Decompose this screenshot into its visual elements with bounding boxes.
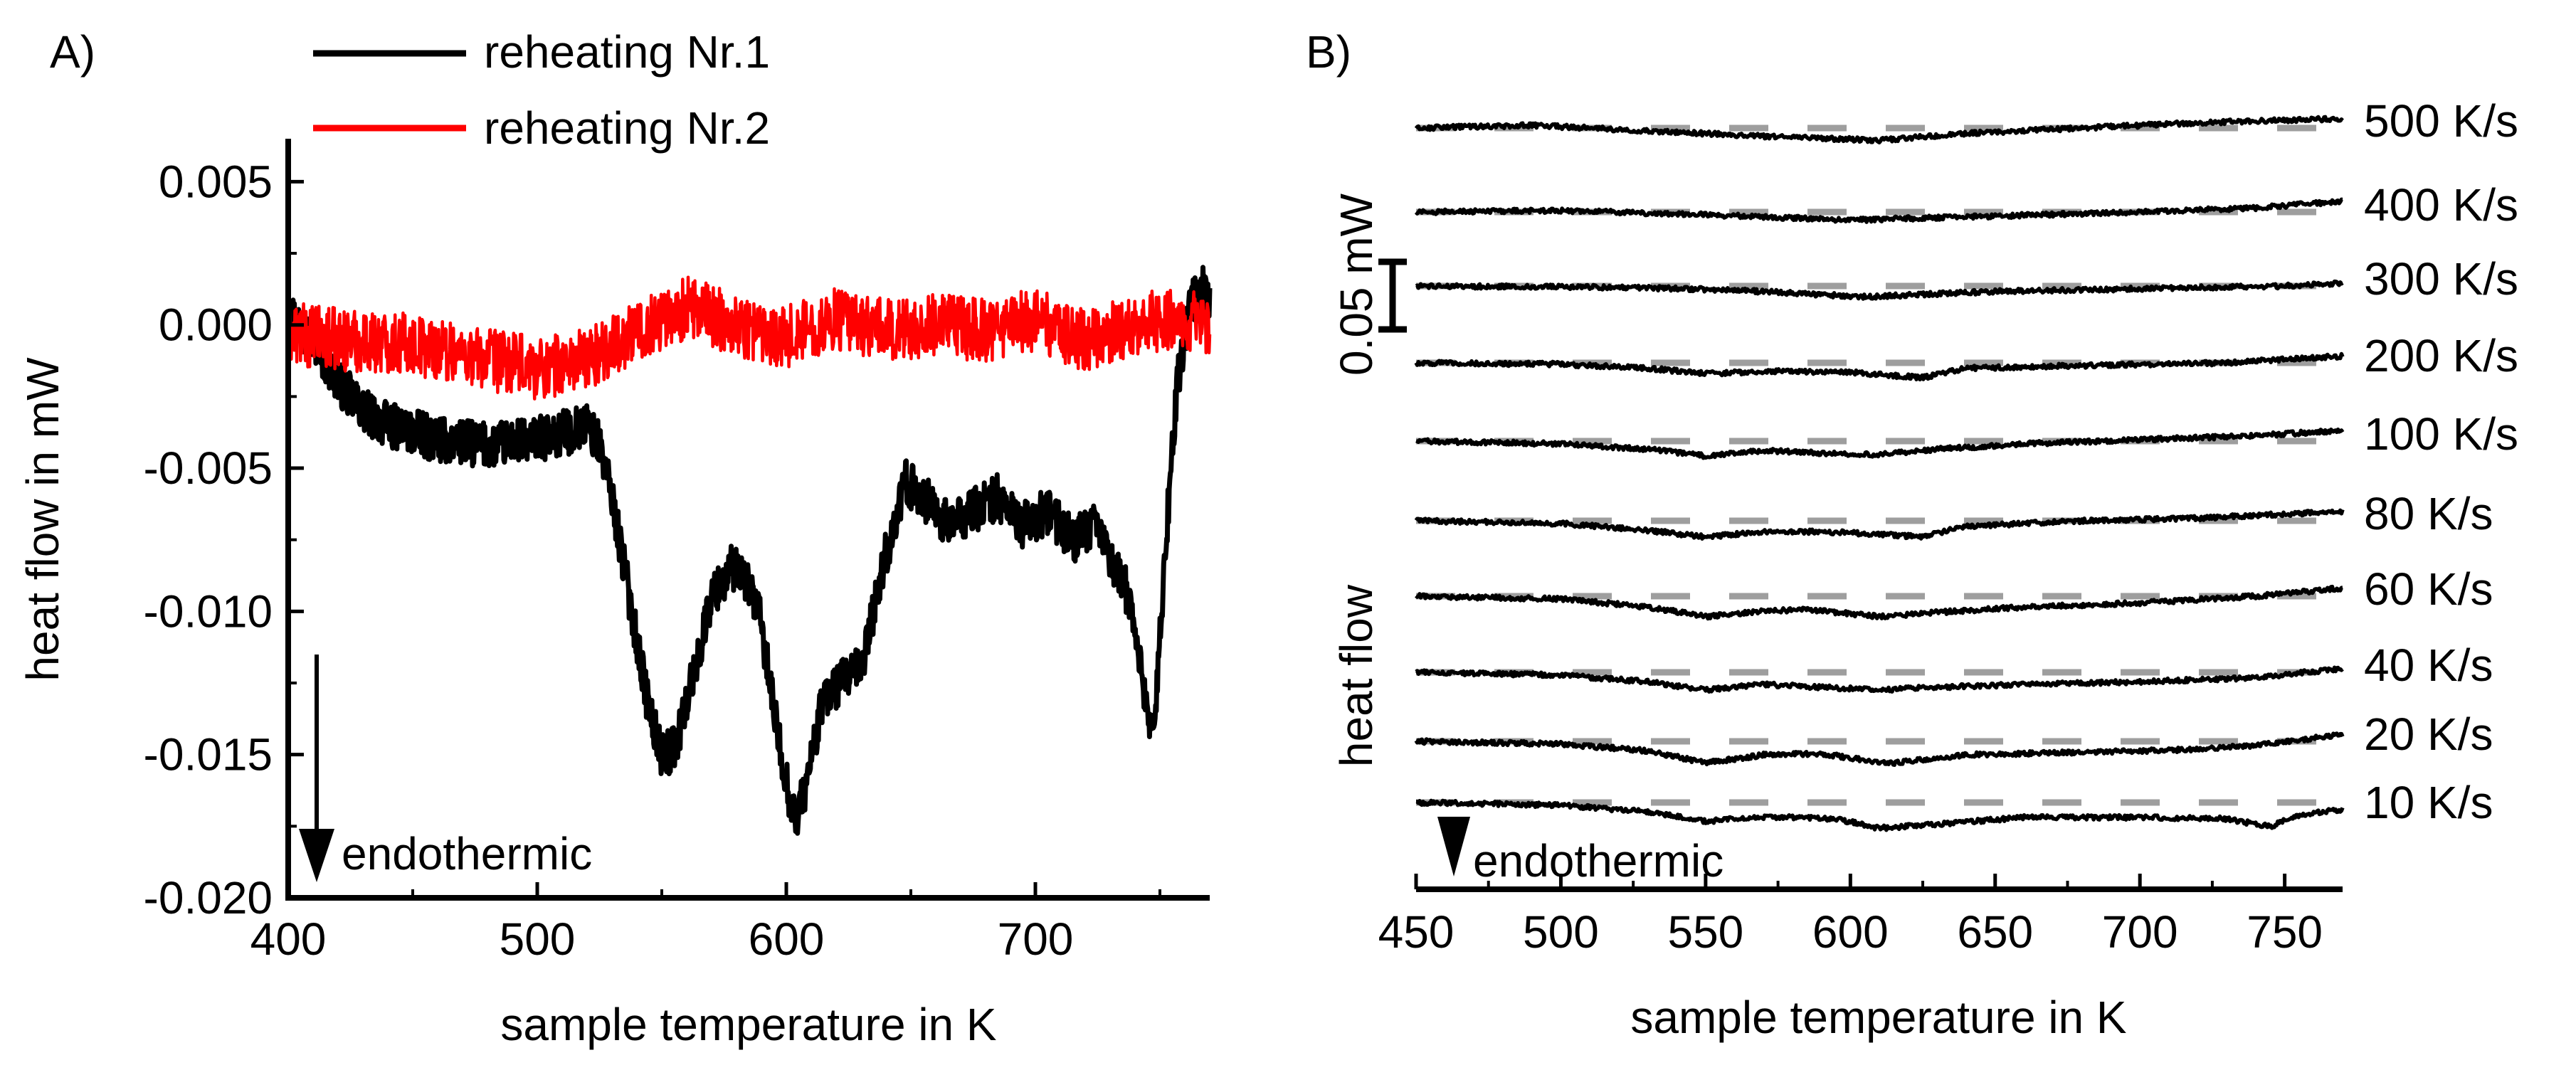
rate-label: 20 K/s bbox=[2364, 709, 2493, 760]
x-tick-label-b: 450 bbox=[1378, 906, 1455, 958]
panel-a-legend: reheating Nr.1 reheating Nr.2 bbox=[313, 26, 770, 154]
rate-label: 40 K/s bbox=[2364, 640, 2493, 691]
endothermic-label-b: endothermic bbox=[1473, 835, 1724, 886]
panel-b-baselines bbox=[1416, 125, 2343, 806]
endothermic-label-a: endothermic bbox=[342, 828, 592, 879]
panel-a-y-label: heat flow in mW bbox=[17, 357, 68, 682]
x-tick-label-b: 700 bbox=[2102, 906, 2178, 958]
x-tick-label-a: 600 bbox=[749, 913, 825, 965]
x-tick-label-a: 700 bbox=[998, 913, 1074, 965]
panel-b-ticks: 450 500 550 600 650 700 750 bbox=[1378, 874, 2323, 958]
scale-bar-label: 0.05 mW bbox=[1331, 193, 1382, 376]
x-tick-label-a: 400 bbox=[250, 913, 327, 965]
rate-label: 100 K/s bbox=[2364, 408, 2518, 460]
y-tick-label-a: -0.010 bbox=[144, 586, 273, 637]
rate-label: 500 K/s bbox=[2364, 95, 2518, 147]
panel-b-x-label: sample temperature in K bbox=[1630, 992, 2126, 1043]
x-tick-label-b: 750 bbox=[2247, 906, 2323, 958]
rate-label: 10 K/s bbox=[2364, 777, 2493, 828]
scale-bar bbox=[1378, 258, 1407, 333]
series-line-1 bbox=[285, 265, 1213, 836]
rate-label: 300 K/s bbox=[2364, 253, 2518, 304]
rate-label: 80 K/s bbox=[2364, 488, 2493, 539]
panel-b: B) 500 K/s 400 K/s 300 K/s 200 K/s 100 K/s 80… bbox=[1306, 26, 2518, 1043]
x-tick-label-b: 650 bbox=[1957, 906, 2033, 958]
series-line-2 bbox=[286, 275, 1212, 401]
y-tick-label-a: -0.015 bbox=[144, 729, 273, 780]
y-tick-label-a: 0.000 bbox=[159, 300, 273, 351]
y-tick-label-a: -0.020 bbox=[144, 872, 273, 923]
panel-label-a: A) bbox=[50, 26, 95, 78]
rate-trace-3 bbox=[1415, 279, 2344, 301]
rate-trace-8 bbox=[1415, 665, 2344, 694]
x-tick-label-b: 550 bbox=[1667, 906, 1743, 958]
panel-a-ticks: 400 500 600 700 0.005 0.000 -0.005 -0.010 -0.015… bbox=[144, 156, 1161, 965]
y-tick-label-a: 0.005 bbox=[159, 156, 273, 207]
rate-trace-10 bbox=[1415, 798, 2345, 832]
legend-label-reheating-2: reheating Nr.2 bbox=[484, 102, 770, 154]
panel-b-series bbox=[1414, 115, 2345, 832]
legend-label-reheating-1: reheating Nr.1 bbox=[484, 26, 770, 78]
panel-a: A) 400 500 600 700 0.005 0.000 -0.005 -0.010 -0.… bbox=[17, 26, 1213, 1050]
x-tick-label-b: 500 bbox=[1523, 906, 1599, 958]
rate-trace-9 bbox=[1414, 731, 2345, 767]
endothermic-arrow-b: endothermic bbox=[1437, 817, 1724, 886]
rate-label: 200 K/s bbox=[2364, 330, 2518, 381]
rate-label: 60 K/s bbox=[2364, 563, 2493, 615]
rate-trace-5 bbox=[1415, 427, 2345, 460]
rate-trace-4 bbox=[1414, 351, 2345, 382]
panel-b-rate-labels: 500 K/s 400 K/s 300 K/s 200 K/s 100 K/s 80 K/… bbox=[2364, 95, 2518, 828]
rate-trace-7 bbox=[1415, 584, 2344, 621]
rate-trace-6 bbox=[1414, 508, 2345, 541]
y-tick-label-a: -0.005 bbox=[144, 443, 273, 494]
x-tick-label-a: 500 bbox=[500, 913, 576, 965]
rate-trace-1 bbox=[1414, 115, 2344, 144]
rate-trace-2 bbox=[1414, 197, 2344, 224]
rate-label: 400 K/s bbox=[2364, 179, 2518, 231]
panel-a-x-label: sample temperature in K bbox=[500, 999, 996, 1050]
endothermic-arrow-a: endothermic bbox=[299, 655, 592, 882]
panel-a-series bbox=[285, 265, 1213, 836]
panel-label-b: B) bbox=[1306, 26, 1351, 78]
panel-b-y-label: heat flow bbox=[1331, 584, 1382, 767]
x-tick-label-b: 600 bbox=[1812, 906, 1889, 958]
